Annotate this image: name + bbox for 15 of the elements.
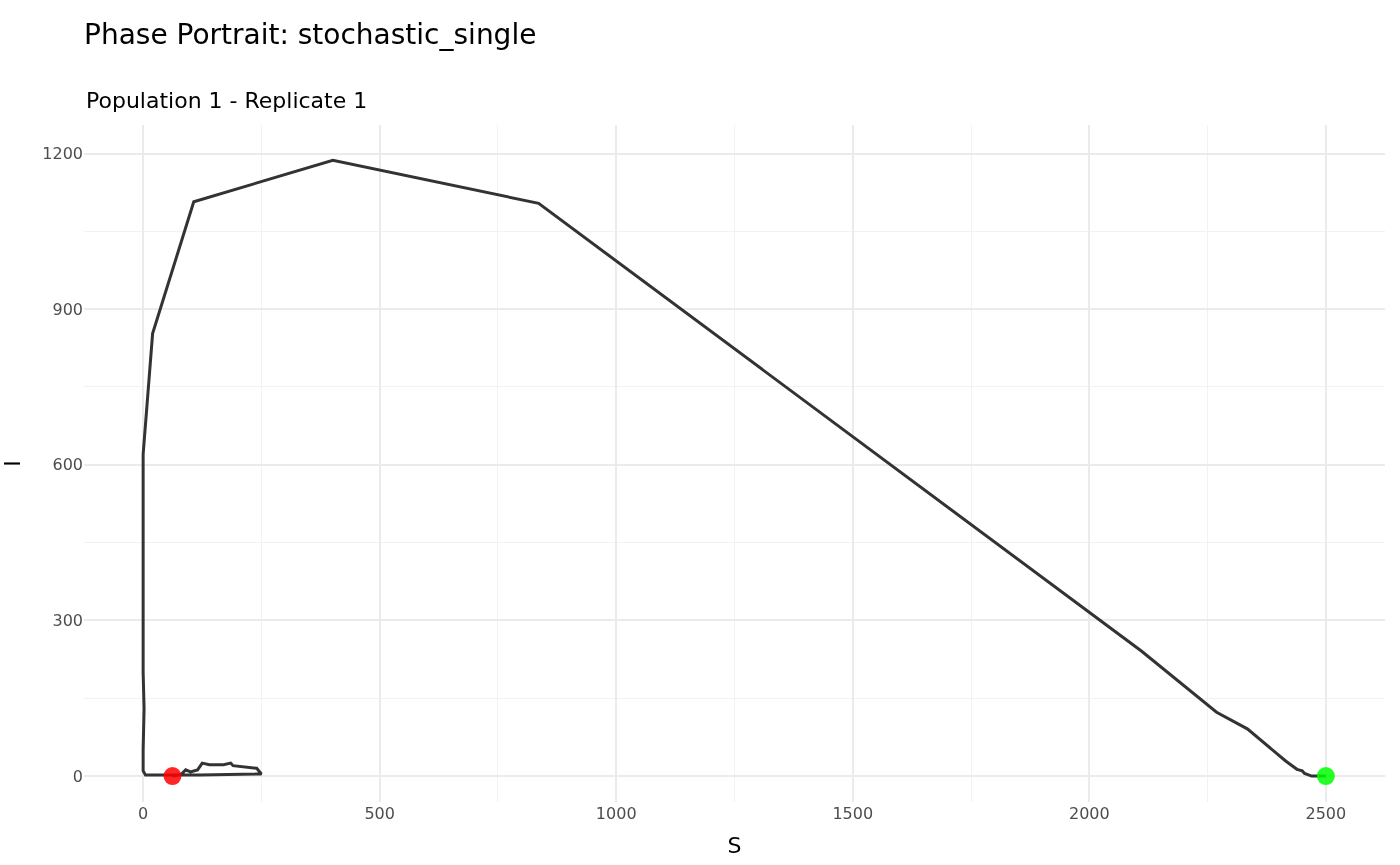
- x-axis-title: S: [727, 832, 742, 858]
- x-tick-label: 1000: [595, 804, 637, 823]
- x-tick-label: 2500: [1305, 804, 1347, 823]
- y-tick-label: 1200: [42, 144, 83, 164]
- x-tick-label: 500: [364, 804, 395, 823]
- chart-title: Phase Portrait: stochastic_single: [84, 17, 537, 51]
- chart-subtitle: Population 1 - Replicate 1: [86, 88, 368, 113]
- y-tick-label: 900: [52, 299, 83, 319]
- y-axis-title: I: [0, 460, 26, 467]
- x-tick-label: 0: [138, 804, 149, 823]
- y-tick-label: 600: [52, 455, 83, 475]
- x-tick-label: 2000: [1068, 804, 1110, 823]
- x-tick-label: 1500: [832, 804, 874, 823]
- y-tick-label: 300: [52, 611, 83, 631]
- y-tick-label: 0: [72, 766, 83, 786]
